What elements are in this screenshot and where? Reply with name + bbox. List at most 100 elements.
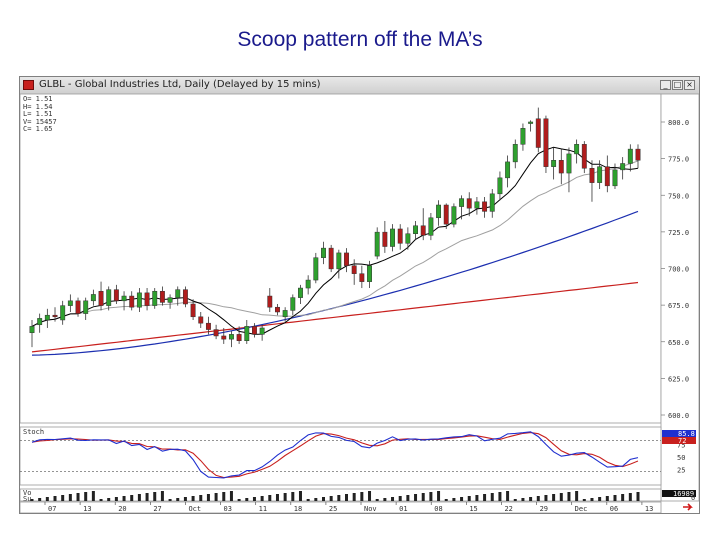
candle-body[interactable] xyxy=(252,326,257,335)
candle-body[interactable] xyxy=(344,252,349,266)
candle-body[interactable] xyxy=(535,118,541,148)
candle-body[interactable] xyxy=(390,228,395,247)
volume-bar xyxy=(199,495,203,501)
candle-body[interactable] xyxy=(298,287,303,298)
date-label: 25 xyxy=(329,505,337,513)
ohlc-row-open: O= 1.51 xyxy=(23,95,53,103)
candle-body[interactable] xyxy=(620,163,626,171)
candle-body[interactable] xyxy=(236,334,242,341)
candle-body[interactable] xyxy=(543,118,549,167)
candle-body[interactable] xyxy=(635,148,641,161)
candle-body[interactable] xyxy=(67,300,73,306)
candle-body[interactable] xyxy=(275,306,280,313)
candle-body[interactable] xyxy=(428,217,434,236)
scroll-right-arrow-icon[interactable] xyxy=(683,503,693,511)
candle-body[interactable] xyxy=(29,326,35,334)
close-button[interactable]: × xyxy=(684,80,695,90)
candle-body[interactable] xyxy=(405,233,411,244)
candle-body[interactable] xyxy=(566,153,572,174)
candle-body[interactable] xyxy=(305,279,311,289)
candle-body[interactable] xyxy=(505,161,511,179)
candle-body[interactable] xyxy=(397,228,403,244)
candle-body[interactable] xyxy=(336,252,342,270)
candle-body[interactable] xyxy=(83,300,89,314)
candle-body[interactable] xyxy=(152,290,158,306)
candle-body[interactable] xyxy=(482,201,488,212)
candle-body[interactable] xyxy=(512,144,518,163)
candle-body[interactable] xyxy=(90,294,96,302)
candle-body[interactable] xyxy=(321,247,326,258)
candle-body[interactable] xyxy=(75,300,81,314)
chart-canvas[interactable]: 800.0 775.0 750.0 725.0 700.0 675.0 650.0 625.0… xyxy=(20,77,699,513)
candle-body[interactable] xyxy=(290,297,296,311)
candle-body[interactable] xyxy=(52,314,58,318)
candle-body[interactable] xyxy=(528,121,534,124)
candle-body[interactable] xyxy=(382,231,388,247)
candle-body[interactable] xyxy=(106,289,112,306)
candle-body[interactable] xyxy=(244,326,250,341)
candle-body[interactable] xyxy=(612,169,618,187)
candle-body[interactable] xyxy=(466,198,472,209)
candle-body[interactable] xyxy=(113,289,119,302)
candle-body[interactable] xyxy=(175,289,181,298)
chart-window[interactable]: GLBL - Global Industries Ltd, Daily (Del… xyxy=(19,76,700,514)
candle-body[interactable] xyxy=(581,144,587,169)
candle-body[interactable] xyxy=(167,297,173,303)
volume-sub-label: Su xyxy=(23,495,31,503)
candle-body[interactable] xyxy=(443,204,449,225)
candle-body[interactable] xyxy=(259,327,265,335)
candle-body[interactable] xyxy=(129,295,135,308)
candle-body[interactable] xyxy=(558,160,564,174)
candle-body[interactable] xyxy=(205,322,211,330)
candle-body[interactable] xyxy=(497,177,503,195)
candle-body[interactable] xyxy=(359,273,365,282)
candle-body[interactable] xyxy=(221,335,227,340)
price-axis-label: 700.0 xyxy=(668,266,689,274)
candle-body[interactable] xyxy=(282,310,288,318)
candle-body[interactable] xyxy=(420,225,426,236)
candle-body[interactable] xyxy=(604,166,610,187)
candle-body[interactable] xyxy=(159,290,165,303)
candle-body[interactable] xyxy=(627,148,633,164)
candle-body[interactable] xyxy=(213,329,219,337)
candle-body[interactable] xyxy=(489,193,495,212)
candle-body[interactable] xyxy=(520,128,526,145)
volume-bar xyxy=(559,493,563,501)
candle-body[interactable] xyxy=(474,201,480,209)
candle-body[interactable] xyxy=(328,247,334,270)
candle-body[interactable] xyxy=(60,305,66,321)
volume-bar xyxy=(68,494,72,501)
candle-body[interactable] xyxy=(228,334,234,340)
candle-body[interactable] xyxy=(144,292,150,306)
candle-body[interactable] xyxy=(574,144,580,155)
candle-body[interactable] xyxy=(374,231,380,257)
volume-bar xyxy=(38,498,42,501)
candle-body[interactable] xyxy=(190,303,196,318)
candle-body[interactable] xyxy=(589,168,595,183)
candle-body[interactable] xyxy=(413,225,418,234)
minimize-button[interactable]: _ xyxy=(660,80,671,90)
date-label: 27 xyxy=(153,505,161,513)
candle-body[interactable] xyxy=(451,206,457,225)
maximize-button[interactable]: □ xyxy=(672,80,683,90)
candle-body[interactable] xyxy=(436,204,442,219)
candle-body[interactable] xyxy=(313,257,319,281)
candle-body[interactable] xyxy=(37,318,43,326)
candle-body[interactable] xyxy=(367,265,372,282)
candle-body[interactable] xyxy=(44,314,50,321)
candle-body[interactable] xyxy=(459,198,465,207)
candle-body[interactable] xyxy=(351,265,357,274)
date-label: 07 xyxy=(48,505,56,513)
candle-body[interactable] xyxy=(198,316,204,324)
candle-body[interactable] xyxy=(136,292,142,308)
candle-body[interactable] xyxy=(98,290,104,306)
volume-bar xyxy=(391,497,395,501)
volume-bar xyxy=(628,493,632,501)
candle-body[interactable] xyxy=(551,160,557,167)
candle-body[interactable] xyxy=(267,295,273,308)
candle-body[interactable] xyxy=(182,289,188,305)
volume-bar xyxy=(360,492,364,501)
candle-body[interactable] xyxy=(597,166,603,183)
date-label: 15 xyxy=(469,505,477,513)
candle-body[interactable] xyxy=(121,295,127,302)
